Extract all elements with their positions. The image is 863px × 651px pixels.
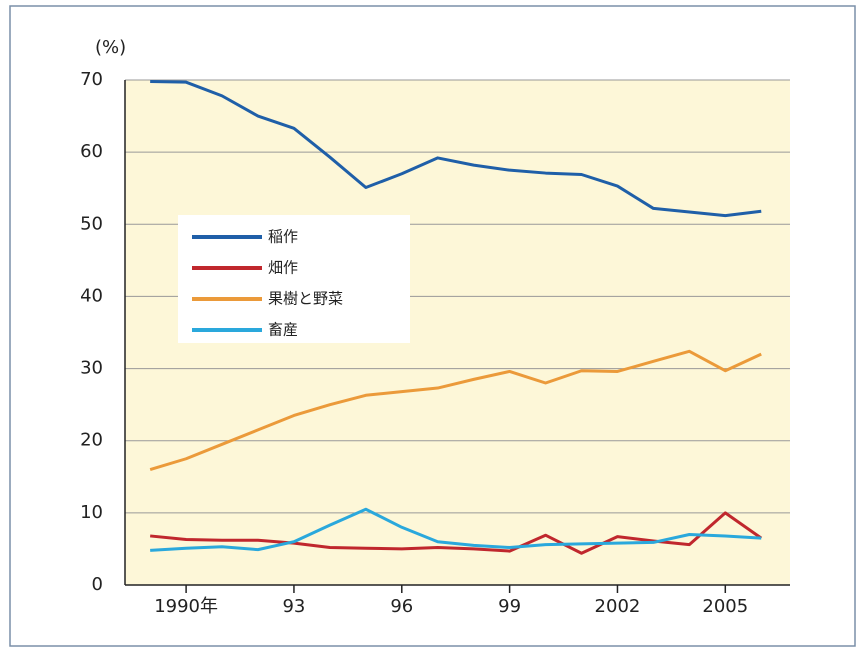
x-tick-label: 93: [282, 596, 305, 617]
legend-label: 稲作: [268, 228, 298, 246]
series-line: [149, 349, 762, 472]
y-tick-label: 70: [80, 69, 103, 90]
y-tick-label: 60: [80, 141, 103, 162]
x-tick-label: 99: [498, 596, 521, 617]
legend-label: 果樹と野菜: [268, 290, 343, 308]
y-tick-label: 30: [80, 358, 103, 379]
y-tick-label: 50: [80, 213, 103, 234]
legend-label: 畜産: [268, 321, 298, 339]
legend-label: 畑作: [268, 259, 298, 277]
y-tick-label: 40: [80, 285, 103, 306]
x-tick-label: 2005: [702, 596, 748, 617]
series-line: [150, 507, 762, 552]
y-tick-label: 0: [92, 574, 103, 595]
y-unit: (%): [95, 37, 126, 58]
x-tick-label: 1990年: [154, 596, 218, 617]
series-line: [150, 79, 762, 218]
y-tick-label: 10: [80, 502, 103, 523]
y-tick-label: 20: [80, 430, 103, 451]
x-tick-label: 2002: [595, 596, 641, 617]
x-tick-label: 96: [390, 596, 413, 617]
